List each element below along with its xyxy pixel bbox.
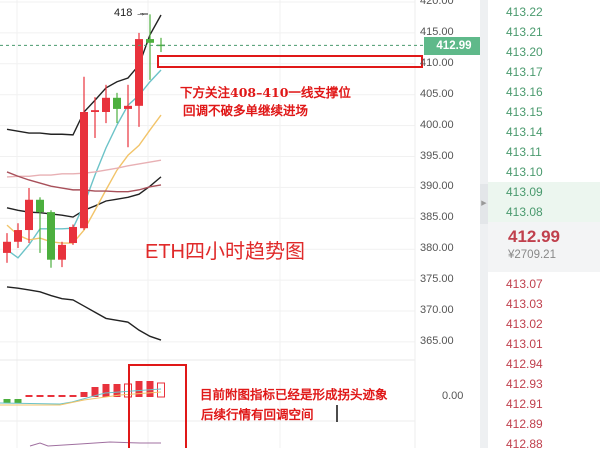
last-price-tag: 412.99: [424, 37, 484, 55]
high-marker-label: 418 →: [114, 7, 147, 19]
ask-row[interactable]: 413.21: [506, 25, 543, 39]
lower-indicator-line: [29, 441, 161, 447]
price-axis-label: 405.00: [420, 87, 454, 100]
indicator-note-line-2: 后续行情有回调空间: [201, 407, 314, 422]
order-book: 413.22 413.21 413.20 413.17 413.16 413.15 413.…: [480, 0, 600, 451]
price-axis-label: 385.00: [420, 211, 454, 224]
candle-body: [146, 39, 154, 43]
indicator-highlight-box: [128, 364, 187, 448]
candle-body: [157, 44, 165, 47]
bid-row[interactable]: 413.03: [506, 297, 543, 311]
macd-bar: [113, 384, 121, 397]
ask-row[interactable]: 413.20: [506, 45, 543, 59]
ask-row[interactable]: 413.17: [506, 65, 543, 79]
candle-body: [80, 112, 88, 229]
macd-bar: [36, 395, 44, 397]
candle-body: [14, 230, 22, 242]
price-axis-label: 370.00: [420, 304, 454, 316]
candle-body: [36, 199, 44, 213]
candle-body: [58, 244, 66, 260]
ask-row[interactable]: 413.14: [506, 125, 543, 139]
ask-row[interactable]: 413.15: [506, 105, 543, 119]
bid-row[interactable]: 412.88: [506, 437, 543, 451]
macd-bar: [25, 395, 33, 397]
price-axis-label: 375.00: [420, 273, 454, 286]
bid-row[interactable]: 413.01: [506, 337, 543, 351]
candle-body: [91, 110, 99, 113]
price-axis-label: 420.00: [420, 0, 454, 7]
candle-body: [25, 199, 33, 231]
candle-body: [3, 241, 11, 253]
support-zone-box: [157, 55, 423, 68]
ask-row[interactable]: 413.09: [488, 182, 600, 202]
candlestick-chart[interactable]: [0, 0, 480, 448]
chart-title-annotation: ETH四小时趋势图: [145, 241, 305, 263]
ask-row[interactable]: 413.11: [506, 145, 542, 159]
chevron-right-icon: ▶: [481, 200, 487, 207]
indicator-line: [6, 286, 162, 341]
macd-bar: [157, 382, 165, 398]
bid-row[interactable]: 412.91: [506, 397, 543, 411]
signal-line: [0, 391, 162, 406]
bid-row[interactable]: 412.89: [506, 417, 543, 431]
current-price-cny: ¥2709.21: [508, 249, 556, 261]
macd-bar: [58, 395, 66, 397]
collapse-panel-button[interactable]: ▶: [480, 184, 488, 224]
price-axis-label: 395.00: [420, 149, 454, 162]
macd-bar: [102, 384, 110, 397]
macd-bar: [47, 395, 55, 397]
candle-body: [47, 212, 55, 260]
macd-bar: [14, 399, 22, 403]
candle-body: [69, 226, 77, 244]
macd-bar: [146, 381, 154, 397]
ask-row[interactable]: 413.10: [506, 165, 543, 179]
price-axis-label: 410.00: [420, 56, 454, 69]
price-axis-label: 415.00: [420, 25, 454, 38]
macd-bar: [135, 381, 143, 397]
ask-row[interactable]: 413.16: [506, 85, 543, 99]
bid-row[interactable]: 413.07: [506, 277, 543, 291]
current-price: 412.99: [508, 227, 560, 246]
bid-row[interactable]: 412.94: [506, 357, 543, 371]
price-axis-label: 365.00: [420, 334, 454, 347]
macd-bar: [91, 387, 99, 397]
ask-row[interactable]: 413.22: [506, 5, 543, 19]
candle-body: [113, 97, 121, 109]
candle-body: [135, 39, 143, 106]
current-price-panel: 412.99 ¥2709.21: [488, 222, 600, 272]
support-note-line-2: 回调不破多单继续进场: [183, 103, 309, 118]
support-note-line-1: 下方关注408–410一线支撑位: [180, 85, 351, 100]
macd-bar: [80, 392, 88, 397]
indicator-note-line-1: 目前附图指标已经是形成拐头迹象: [200, 387, 388, 402]
ask-row[interactable]: 413.08: [488, 202, 600, 222]
candle-body: [102, 97, 110, 113]
bid-row[interactable]: 413.02: [506, 317, 543, 331]
indicator-axis-label: 0.00: [442, 390, 464, 402]
macd-bar: [69, 395, 77, 397]
bid-row[interactable]: 412.93: [506, 377, 543, 391]
price-axis-label: 380.00: [420, 242, 454, 255]
macd-bar: [3, 399, 11, 403]
price-axis-label: 400.00: [420, 118, 454, 131]
candle-body: [124, 105, 132, 109]
price-axis-label: 390.00: [420, 180, 454, 193]
